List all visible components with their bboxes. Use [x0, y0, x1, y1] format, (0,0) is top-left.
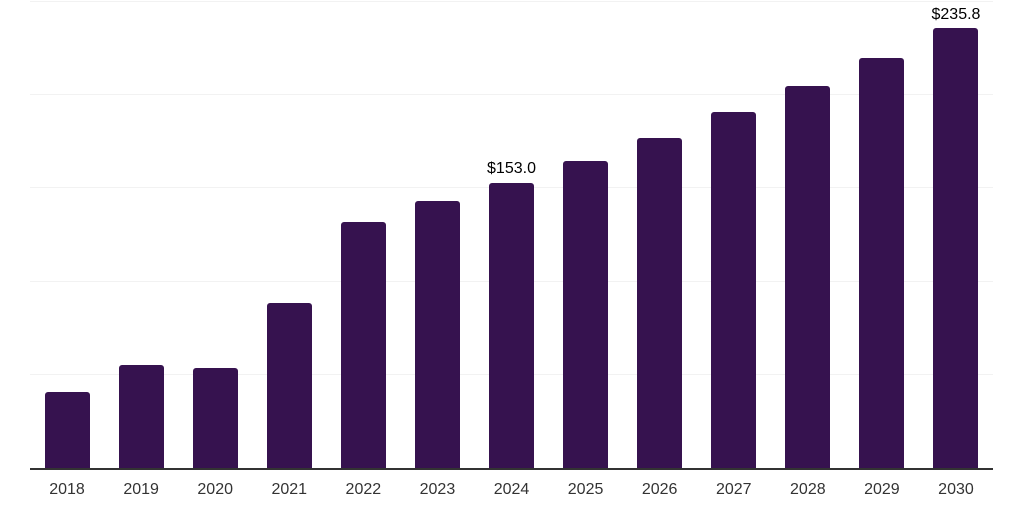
x-axis: 2018 2019 2020 2021 2022 2023 2024 2025 2026 2027…: [30, 481, 993, 499]
bar-2023: [414, 201, 460, 468]
gridline-250: [30, 1, 993, 2]
bar-2027: [711, 111, 757, 468]
bar-slot-2026: [623, 2, 697, 468]
bar-2018: [44, 392, 90, 468]
bar-slot-2019: [104, 2, 178, 468]
bar-2022: [340, 222, 386, 468]
x-tick-2028: 2028: [790, 481, 826, 498]
data-label-2024: $153.0: [487, 160, 536, 178]
x-tick-2018: 2018: [49, 481, 85, 498]
x-tick-2020: 2020: [197, 481, 233, 498]
bar-slot-2028: [771, 2, 845, 468]
bar-slot-2025: [549, 2, 623, 468]
x-tick-2027: 2027: [715, 481, 752, 498]
x-tick-2030: 2030: [938, 481, 974, 498]
x-tick-2026: 2026: [641, 481, 678, 498]
x-tick-2029: 2029: [864, 481, 900, 498]
bar-slot-2020: [178, 2, 252, 468]
bar-2029: [859, 57, 905, 468]
plot-area: $153.0 $235.8: [30, 1, 993, 470]
bar-slot-2024: $153.0: [474, 2, 548, 468]
bar-slot-2030: $235.8: [919, 2, 993, 468]
bar-2025: [563, 161, 609, 468]
bar-2024: [489, 182, 534, 468]
data-label-2030: $235.8: [931, 5, 981, 23]
x-tick-2019: 2019: [123, 481, 159, 498]
gridline-200: [30, 94, 993, 96]
bar-2026: [637, 137, 683, 468]
bar-slot-2023: [400, 2, 474, 468]
x-tick-2022: 2022: [345, 481, 382, 498]
bar-slot-2029: [845, 2, 919, 468]
bar-2021: [266, 302, 312, 468]
bar-2020: [192, 368, 238, 468]
x-tick-2021: 2021: [271, 481, 308, 498]
bar-slot-2022: [326, 2, 400, 468]
bar-2028: [785, 85, 831, 468]
bar-slot-2018: [30, 2, 104, 468]
bar-slot-2027: [697, 2, 771, 468]
x-tick-2024: 2024: [493, 481, 530, 498]
x-tick-2025: 2025: [567, 481, 604, 498]
bar-2019: [118, 364, 164, 468]
bar-2030: [933, 28, 979, 468]
bars-row: $153.0 $235.8: [30, 2, 993, 468]
bar-slot-2021: [252, 2, 326, 468]
x-tick-2023: 2023: [419, 481, 456, 498]
